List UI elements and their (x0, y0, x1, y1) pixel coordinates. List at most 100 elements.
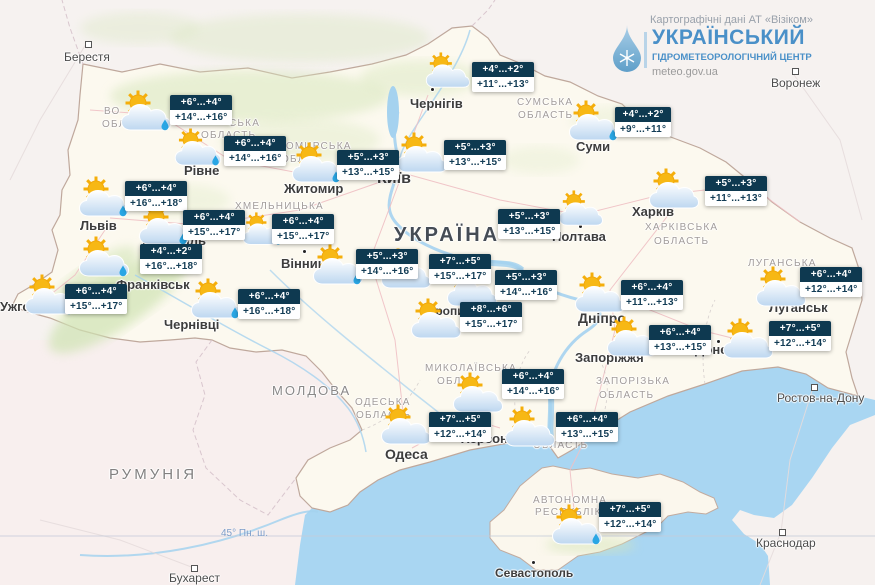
region-label-khmelnytskyi-1: ХМЕЛЬНИЦЬКА (235, 201, 324, 212)
weather-badge-simferopol[interactable]: +7°...+5° +12°...+14° (599, 502, 662, 532)
temp-bottom-luhansk: +12°...+14° (800, 282, 863, 297)
region-label-sumy-2: ОБЛАСТЬ (518, 110, 574, 121)
belarus-forest (170, 14, 430, 62)
temp-top-khmelnytskyi: +6°...+4° (272, 214, 335, 229)
temp-bottom-kharkiv: +11°...+13° (705, 191, 767, 206)
weather-badge-kropyvnytskyi[interactable]: +8°...+6° +15°...+17° (460, 302, 523, 332)
weather-badge-vinnytsia[interactable]: +5°...+3° +14°...+16° (356, 249, 419, 279)
weather-icon-kropyvnytskyi (408, 298, 462, 340)
weather-icon-chernihiv (423, 52, 471, 89)
cloud-icon (722, 331, 774, 359)
temp-bottom-lutsk: +14°...+16° (170, 110, 233, 125)
weather-badge-zhytomyr[interactable]: +5°...+3° +13°...+15° (337, 150, 400, 180)
region-label-odesa-1: ОДЕСЬКА (355, 397, 411, 408)
region-label-zaporizhzhia-1: ЗАПОРІЗЬКА (596, 376, 671, 387)
marker-square-berestia (85, 41, 92, 48)
temp-bottom-khmelnytskyi: +15°...+17° (272, 229, 335, 244)
temp-top-cherkasy: +7°...+5° (429, 254, 492, 269)
weather-badge-dnipro[interactable]: +6°...+4° +11°...+13° (621, 280, 683, 310)
temp-top-luhansk: +6°...+4° (800, 267, 863, 282)
weather-icon-rivne (172, 128, 222, 167)
weather-badge-khmelnytskyi[interactable]: +6°...+4° +15°...+17° (272, 214, 335, 244)
temp-top-kyiv: +5°...+3° (444, 140, 507, 155)
city-label-frankivsk: Франківськ (116, 277, 190, 292)
temp-bottom-kremenchuk: +14°...+16° (495, 285, 558, 300)
temp-top-lutsk: +6°...+4° (170, 95, 233, 110)
cloud-icon (174, 141, 222, 166)
weather-badge-mykolaiv[interactable]: +6°...+4° +14°...+16° (502, 369, 565, 399)
temp-top-dnipro: +6°...+4° (621, 280, 683, 295)
temp-bottom-dnipro: +11°...+13° (621, 295, 683, 310)
region-label-mykolaiv-1: МИКОЛАЇВСЬКА (425, 363, 517, 374)
dnister-river (134, 274, 367, 453)
marker-dot-donetsk (716, 339, 721, 344)
temp-bottom-donetsk: +12°...+14° (769, 336, 832, 351)
weather-badge-poltava[interactable]: +5°...+3° +13°...+15° (498, 209, 561, 239)
foreign-city-label-krasnodar: Краснодар (756, 536, 816, 550)
cloud-icon (410, 311, 462, 339)
country-label-ukraine: УКРАЇНА (394, 224, 501, 246)
raindrop-icon (212, 155, 219, 166)
temp-top-simferopol: +7°...+5° (599, 502, 662, 517)
weather-badge-cherkasy[interactable]: +7°...+5° +15°...+17° (429, 254, 492, 284)
temp-bottom-ternopil: +15°...+17° (183, 225, 246, 240)
temp-bottom-cherkasy: +15°...+17° (429, 269, 492, 284)
marker-square-rostov (811, 384, 818, 391)
weather-badge-kharkiv[interactable]: +5°...+3° +11°...+13° (705, 176, 767, 206)
marker-square-bucharest (191, 565, 198, 572)
weather-badge-odesa[interactable]: +7°...+5° +12°...+14° (429, 412, 492, 442)
weather-badge-lutsk[interactable]: +6°...+4° +14°...+16° (170, 95, 233, 125)
weather-icon-luhansk (753, 266, 807, 308)
temp-top-chernihiv: +4°...+2° (472, 62, 534, 77)
cloud-icon (396, 145, 448, 173)
region-label-odesa-2: ОБЛАСТЬ (356, 410, 412, 421)
temp-bottom-odesa: +12°...+14° (429, 427, 492, 442)
raindrop-icon (119, 265, 127, 277)
temp-top-vinnytsia: +5°...+3° (356, 249, 419, 264)
weather-icon-mykolaiv (450, 372, 504, 414)
temp-top-donetsk: +7°...+5° (769, 321, 832, 336)
temp-bottom-chernihiv: +11°...+13° (472, 77, 534, 92)
marker-square-krasnodar (779, 529, 786, 536)
region-label-zhytomyr-1: ТОМИРСЬКА (279, 141, 352, 152)
temp-bottom-chernivtsi: +16°...+18° (238, 304, 301, 319)
weather-icon-simferopol (549, 504, 603, 546)
weather-icon-uzhhorod (22, 274, 76, 316)
city-label-rivne: Рівне (184, 163, 220, 178)
weather-icon-kherson (502, 406, 556, 448)
weather-badge-ivano-frankivsk[interactable]: +4°...+2° +16°...+18° (140, 244, 203, 274)
logo-website[interactable]: meteo.gov.ua (652, 66, 718, 78)
temp-bottom-mykolaiv: +14°...+16° (502, 384, 565, 399)
weather-badge-uzhhorod[interactable]: +6°...+4° +15°...+17° (65, 284, 128, 314)
weather-badge-kyiv[interactable]: +5°...+3° +13°...+15° (444, 140, 507, 170)
temp-top-kropyvnytskyi: +8°...+6° (460, 302, 523, 317)
latitude-45-label: 45° Пн. ш. (221, 528, 268, 539)
weather-icon-lutsk (118, 90, 172, 132)
weather-badge-rivne[interactable]: +6°...+4° +14°...+16° (224, 136, 287, 166)
weather-badge-zaporizhzhia[interactable]: +6°...+4° +13°...+15° (649, 325, 712, 355)
cloud-icon (504, 419, 556, 447)
temp-top-ivano-frankivsk: +4°...+2° (140, 244, 203, 259)
temp-bottom-simferopol: +12°...+14° (599, 517, 662, 532)
temp-bottom-zaporizhzhia: +13°...+15° (649, 340, 712, 355)
weather-badge-lviv[interactable]: +6°...+4° +16°...+18° (125, 181, 188, 211)
weather-icon-kyiv (394, 132, 448, 174)
logo-divider (644, 32, 647, 68)
map-attribution: Картографічні дані АТ «Візіком» (650, 14, 813, 26)
weather-badge-kremenchuk[interactable]: +5°...+3° +14°...+16° (495, 270, 558, 300)
temp-top-zhytomyr: +5°...+3° (337, 150, 400, 165)
weather-badge-donetsk[interactable]: +7°...+5° +12°...+14° (769, 321, 832, 351)
temp-bottom-kherson: +13°...+15° (556, 427, 619, 442)
region-label-volyn-1: ВО (104, 106, 121, 117)
weather-badge-luhansk[interactable]: +6°...+4° +12°...+14° (800, 267, 863, 297)
weather-badge-kherson[interactable]: +6°...+4° +13°...+15° (556, 412, 619, 442)
region-label-volyn-2: ОБЛ (102, 119, 127, 130)
weather-badge-ternopil[interactable]: +6°...+4° +15°...+17° (183, 210, 246, 240)
weather-badge-chernihiv[interactable]: +4°...+2° +11°...+13° (472, 62, 534, 92)
temp-bottom-vinnytsia: +14°...+16° (356, 264, 419, 279)
weather-badge-sumy[interactable]: +4°...+2° +9°...+11° (615, 107, 672, 137)
temp-top-odesa: +7°...+5° (429, 412, 492, 427)
weather-badge-chernivtsi[interactable]: +6°...+4° +16°...+18° (238, 289, 301, 319)
temp-bottom-zhytomyr: +13°...+15° (337, 165, 400, 180)
